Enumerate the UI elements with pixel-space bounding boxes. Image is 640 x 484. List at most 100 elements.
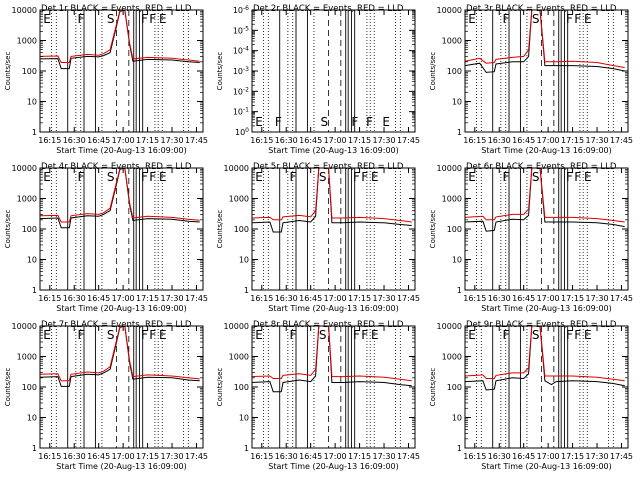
y-tick-label: 1000: [17, 195, 37, 204]
x-tick-label: 17:30: [585, 136, 608, 145]
y-tick-label: 100: [447, 67, 462, 76]
flag-S: S: [319, 328, 327, 342]
events-line: [39, 325, 200, 387]
flag-F: F: [353, 328, 360, 342]
flag-E: E: [468, 12, 476, 26]
event-marker-lines: [51, 10, 189, 132]
event-marker-lines: [51, 168, 189, 290]
events-line: [39, 9, 200, 70]
y-tick-label: 10: [452, 256, 462, 265]
panel-title: Det 3r BLACK = Events, RED = LLD: [466, 4, 617, 14]
y-tick-label: 1: [32, 286, 37, 295]
flag-F: F: [361, 170, 368, 184]
panel-7: E F S F F E16:15 16:30 16:45 17:00 17:15 17:30 17:4…: [4, 320, 208, 471]
event-marker-lines: [476, 10, 614, 132]
flag-S: S: [319, 170, 327, 184]
x-tick-label: 17:15: [136, 452, 159, 461]
x-axis: 16:15 16:30 16:45 17:00 17:15 17:30 17:45Start…: [38, 168, 208, 313]
y-tick-label: 10-5: [233, 25, 249, 35]
flag-E: E: [159, 328, 167, 342]
flag-E: E: [371, 328, 379, 342]
y-tick-exponent: -3: [243, 66, 249, 73]
x-tick-label: 17:00: [537, 452, 560, 461]
panel-title: Det 8r BLACK = Events, RED = LLD: [253, 320, 404, 330]
x-tick-label: 17:45: [185, 452, 208, 461]
lld-line: [39, 325, 200, 382]
x-tick-label: 16:30: [63, 136, 86, 145]
x-tick-label: 17:00: [112, 294, 135, 303]
x-tick-label: 17:00: [324, 136, 347, 145]
x-tick-label: 16:45: [87, 294, 110, 303]
y-axis-label: Counts/sec: [216, 210, 224, 249]
flag-F: F: [502, 328, 509, 342]
x-axis: 16:15 16:30 16:45 17:00 17:15 17:30 17:45Start…: [38, 10, 208, 155]
flag-E: E: [584, 328, 592, 342]
x-tick-label: 17:45: [610, 136, 633, 145]
plot-frame: [39, 9, 204, 133]
y-tick-exponent: -1: [243, 107, 249, 114]
y-tick-exponent: -6: [243, 5, 249, 12]
x-tick-label: 17:15: [136, 294, 159, 303]
flag-F: F: [566, 170, 573, 184]
lld-line: [39, 9, 200, 63]
y-tick-label: 10: [27, 98, 37, 107]
y-tick-label: 10-6: [233, 5, 249, 15]
x-axis-label: Start Time (20-Aug-13 16:09:00): [56, 304, 187, 313]
flag-S: S: [532, 12, 540, 26]
flag-E: E: [468, 328, 476, 342]
flag-F: F: [351, 115, 358, 129]
flag-E: E: [255, 115, 263, 129]
event-marker-lines: [263, 326, 401, 448]
event-marker-lines: [263, 10, 401, 132]
flag-F: F: [574, 328, 581, 342]
y-axis: 1 10 100 1000 10000 Counts/sec: [429, 322, 628, 453]
x-tick-label: 16:15: [250, 294, 273, 303]
x-tick-label: 16:45: [87, 136, 110, 145]
flag-S: S: [532, 170, 540, 184]
x-axis-label: Start Time (20-Aug-13 16:09:00): [56, 462, 187, 471]
x-tick-label: 17:45: [185, 136, 208, 145]
x-axis: 16:15 16:30 16:45 17:00 17:15 17:30 17:45Start…: [250, 10, 420, 155]
panel-4: E F S F F E16:15 16:30 16:45 17:00 17:15 17:30 17:4…: [4, 162, 208, 313]
y-tick-label: 100: [234, 225, 249, 234]
y-tick-label: 10000: [12, 164, 37, 173]
plot-frame: [251, 325, 416, 449]
y-axis-label: Counts/sec: [429, 368, 437, 407]
y-tick-label: 100: [447, 383, 462, 392]
x-axis-label: Start Time (20-Aug-13 16:09:00): [268, 146, 399, 155]
flag-F: F: [289, 328, 296, 342]
x-tick-label: 17:00: [324, 294, 347, 303]
lld-line: [251, 167, 412, 223]
flag-S: S: [107, 12, 115, 26]
events-line: [464, 167, 625, 232]
y-tick-label: 1000: [229, 195, 249, 204]
flag-F: F: [275, 115, 282, 129]
flag-F: F: [353, 170, 360, 184]
lld-line: [39, 167, 200, 223]
flag-F: F: [366, 115, 373, 129]
x-tick-label: 17:30: [160, 452, 183, 461]
x-tick-label: 16:45: [299, 294, 322, 303]
flag-F: F: [141, 170, 148, 184]
x-tick-label: 17:15: [561, 294, 584, 303]
y-tick-base: 10: [233, 87, 243, 96]
x-axis: 16:15 16:30 16:45 17:00 17:15 17:30 17:45Start…: [250, 326, 420, 471]
lld-line: [464, 167, 625, 223]
y-tick-label: 1: [32, 128, 37, 137]
event-marker-lines: [263, 168, 401, 290]
flag-S: S: [107, 170, 115, 184]
x-tick-label: 17:00: [324, 452, 347, 461]
x-tick-label: 17:15: [348, 294, 371, 303]
y-tick-label: 1: [32, 444, 37, 453]
y-tick-label: 1: [457, 444, 462, 453]
plot-frame: [464, 325, 629, 449]
x-tick-label: 16:15: [250, 452, 273, 461]
plot-frame: [464, 9, 629, 133]
x-tick-label: 17:00: [112, 452, 135, 461]
flag-F: F: [77, 12, 84, 26]
